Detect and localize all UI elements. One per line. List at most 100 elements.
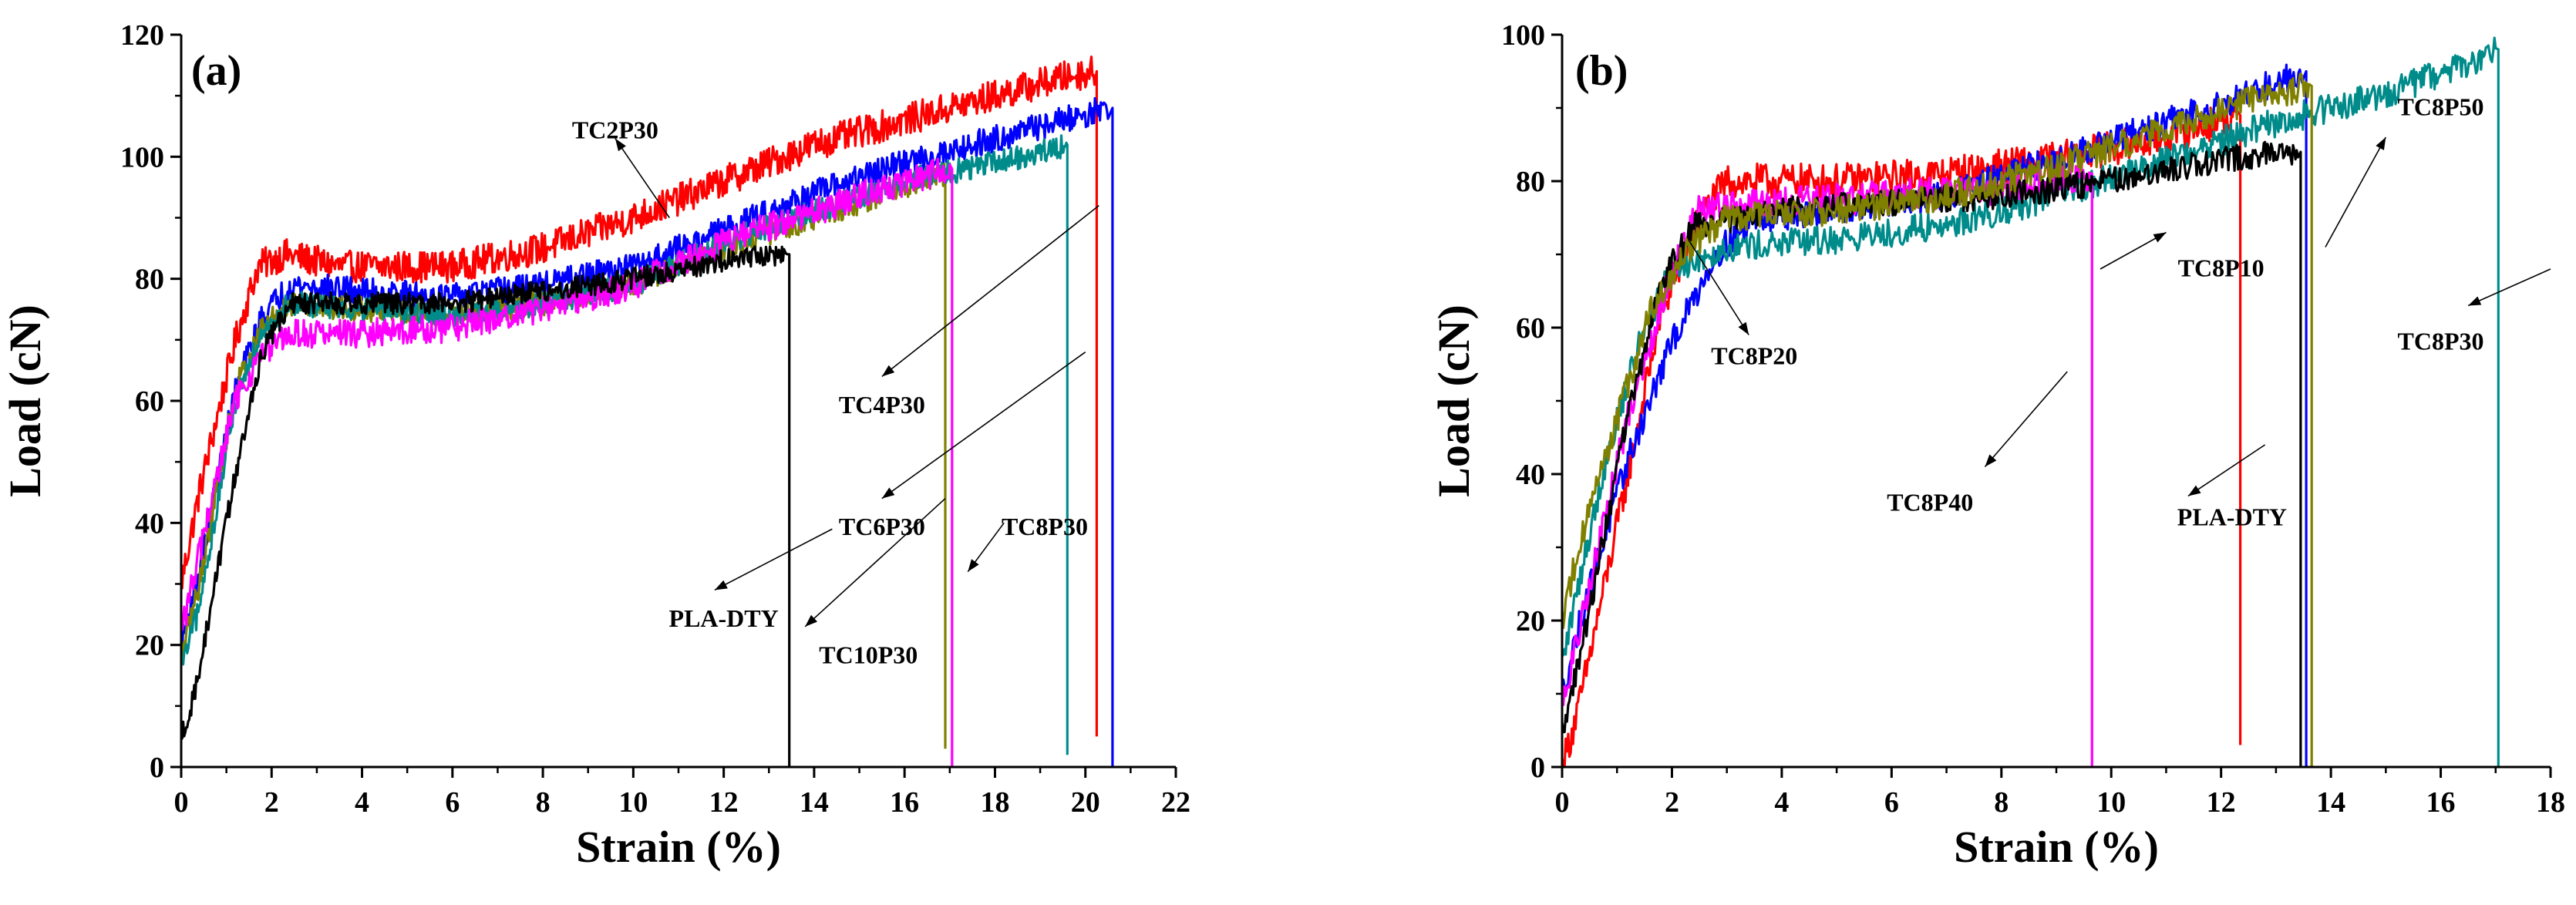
series-line-tc8p30: [181, 134, 1069, 755]
y-tick-label: 100: [1501, 19, 1545, 52]
series-group: [1562, 36, 2500, 767]
annotation-arrow-line: [1688, 239, 1749, 335]
y-tick-label: 80: [135, 264, 164, 296]
annotation-arrowhead: [1738, 321, 1749, 335]
panel-b-tensile-chart: 0 2 4 6 8 10 12 14 16 18 0 20 40 60 80 100 Strain (%) Loa…: [1429, 19, 2565, 872]
y-tick-label: 40: [1516, 459, 1545, 491]
y-axis-title: Load (cN): [0, 304, 50, 497]
x-tick-label: 22: [1161, 786, 1190, 819]
x-axis-title: Strain (%): [1954, 822, 2159, 872]
x-tick-label: 12: [709, 786, 739, 819]
annotation-arrow-line: [2467, 268, 2551, 307]
x-tick-label: 6: [445, 786, 460, 819]
x-tick-label: 0: [1555, 786, 1570, 819]
annotation-arrowhead: [881, 365, 895, 377]
annotation-label: TC6P30: [839, 513, 925, 540]
annotation-label: TC8P40: [1887, 489, 1973, 516]
series-line-tc8p50: [1562, 72, 2313, 767]
annotation-arrow-line: [881, 352, 1086, 500]
annotation: TC6P30: [839, 352, 1086, 540]
annotation-label: TC8P10: [2178, 254, 2265, 282]
annotation-arrowhead: [881, 487, 895, 499]
annotation-arrowhead: [714, 580, 728, 590]
annotation-label: TC8P50: [2398, 93, 2484, 121]
series-line-tc2p30: [181, 56, 1098, 737]
annotation-arrow-line: [1984, 371, 2068, 468]
x-tick-label: 6: [1884, 786, 1899, 819]
series-line-pla-dty: [1562, 140, 2302, 767]
annotation: TC8P40: [1887, 371, 2068, 516]
y-tick-label: 40: [135, 507, 164, 540]
x-tick-label: 2: [1665, 786, 1679, 819]
annotation-arrow-line: [714, 528, 833, 591]
y-tick-label: 120: [120, 19, 164, 52]
annotation-arrow-line: [2325, 136, 2387, 247]
annotation-arrowhead: [805, 614, 818, 627]
annotation-label: TC10P30: [819, 641, 918, 668]
annotation-arrowhead: [2187, 485, 2201, 496]
x-tick-label: 16: [890, 786, 919, 819]
y-axis-title: Load (cN): [1429, 304, 1479, 497]
annotation-arrowhead: [2376, 137, 2386, 150]
x-tick-label: 0: [174, 786, 189, 819]
y-tick-label: 80: [1516, 166, 1545, 198]
series-line-pla-dty: [181, 245, 791, 767]
y-tick-label: 60: [135, 385, 164, 418]
series-group: [181, 56, 1114, 767]
annotation-label: TC8P20: [1711, 342, 1797, 370]
x-tick-label: 16: [2426, 786, 2456, 819]
annotation-label: TC2P30: [572, 116, 658, 144]
annotation: TC8P30: [2398, 268, 2551, 355]
annotation-label: PLA-DTY: [2177, 503, 2287, 531]
annotation-arrowhead: [615, 138, 626, 152]
annotation-arrowhead: [2153, 232, 2167, 243]
annotation-label: PLA-DTY: [669, 604, 779, 632]
x-tick-label: 2: [264, 786, 279, 819]
annotation: TC8P50: [2325, 93, 2484, 247]
annotation-label: TC8P30: [2398, 328, 2484, 355]
x-tick-label: 8: [1994, 786, 2009, 819]
annotation: TC8P30: [967, 513, 1088, 573]
y-tick-label: 20: [135, 630, 164, 662]
y-tick-label: 0: [150, 752, 164, 784]
y-tick-label: 20: [1516, 605, 1545, 638]
x-tick-label: 8: [536, 786, 551, 819]
annotation: TC8P20: [1688, 239, 1797, 370]
x-axis-title: Strain (%): [576, 822, 781, 872]
x-tick-label: 18: [2536, 786, 2565, 819]
annotation: TC2P30: [572, 116, 670, 218]
annotation: TC10P30: [804, 498, 946, 668]
x-tick-label: 4: [1774, 786, 1789, 819]
annotation: TC8P10: [2100, 231, 2265, 282]
annotation: PLA-DTY: [669, 528, 833, 632]
annotation-arrowhead: [1985, 454, 1997, 467]
panel-a-tensile-chart: 0 2 4 6 8 10 12 14 16 18 20 22 0 20 40 60 80 100 120 Strain…: [0, 19, 1190, 872]
series-line-tc8p30: [1562, 36, 2500, 767]
x-tick-label: 12: [2207, 786, 2236, 819]
series-line-tc10p30: [181, 157, 954, 767]
annotation-label: TC8P30: [1002, 513, 1088, 540]
panel-label: (a): [191, 47, 241, 95]
y-tick-label: 100: [120, 141, 164, 173]
x-tick-label: 10: [2096, 786, 2126, 819]
series-line-tc4p30: [181, 96, 1114, 767]
x-tick-label: 14: [2316, 786, 2345, 819]
annotation-arrow-line: [615, 138, 670, 218]
annotation: PLA-DTY: [2177, 444, 2287, 531]
x-tick-label: 20: [1071, 786, 1100, 819]
y-tick-label: 0: [1530, 752, 1545, 784]
x-tick-label: 10: [618, 786, 648, 819]
panel-label: (b): [1575, 47, 1628, 95]
x-tick-label: 18: [980, 786, 1009, 819]
annotation-arrow-line: [881, 205, 1099, 377]
annotation-arrowhead: [968, 559, 979, 572]
annotation-arrow-line: [2100, 231, 2167, 270]
annotation-arrow-line: [2187, 444, 2266, 497]
annotation-arrow-line: [804, 498, 946, 627]
annotation-label: TC4P30: [839, 391, 925, 419]
annotation: TC4P30: [839, 205, 1099, 419]
y-tick-label: 60: [1516, 312, 1545, 345]
series-line-tc8p20: [1562, 63, 2308, 767]
annotation-arrowhead: [2468, 296, 2482, 306]
